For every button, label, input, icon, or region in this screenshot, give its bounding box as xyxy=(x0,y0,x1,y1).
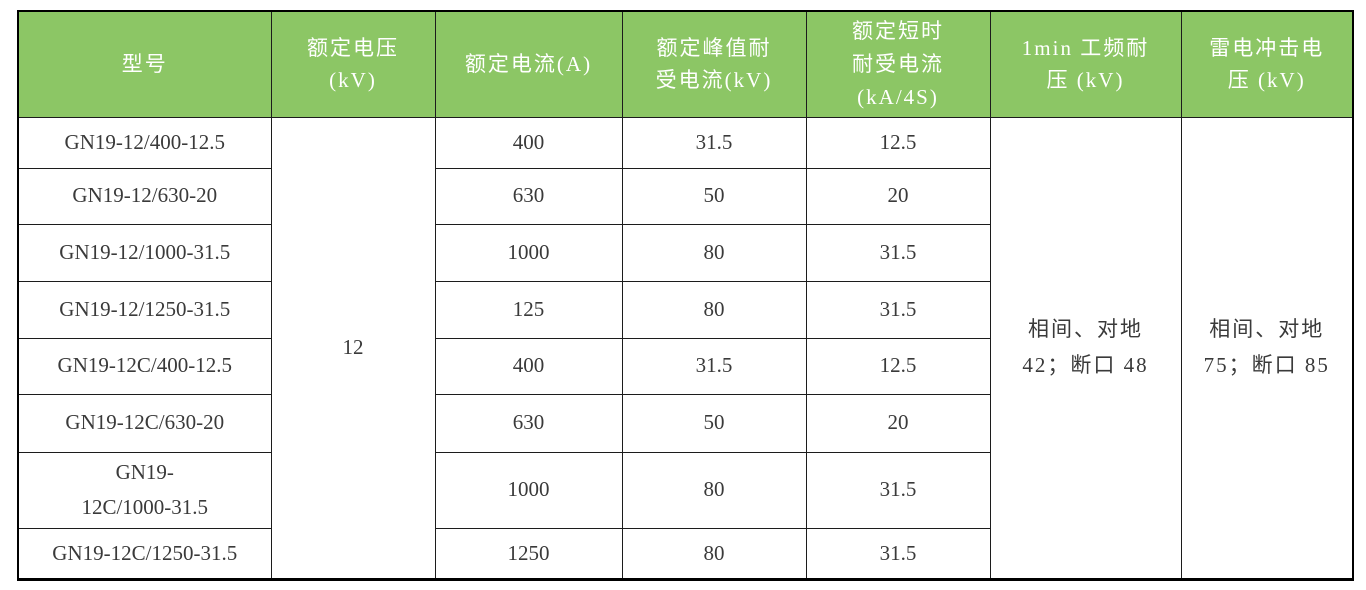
rated-current-cell: 630 xyxy=(434,167,623,225)
model-cell: GN19- 12C/1000-31.5 xyxy=(17,451,272,529)
peak-withstand-current-cell: 31.5 xyxy=(621,337,807,395)
rated-voltage-merged-cell: 12 xyxy=(270,116,436,580)
short-time-withstand-current-cell: 31.5 xyxy=(805,280,991,339)
model-cell: GN19-12C/630-20 xyxy=(17,393,272,453)
peak-withstand-current-cell: 80 xyxy=(621,527,807,580)
short-time-withstand-current-cell: 20 xyxy=(805,167,991,225)
short-time-withstand-current-cell: 31.5 xyxy=(805,223,991,282)
column-header-lightning-impulse-voltage: 雷电冲击电 压 (kV) xyxy=(1180,10,1354,118)
table-row: GN19- 12C/1000-31.5 1000 80 31.5 xyxy=(17,451,1353,529)
short-time-withstand-current-cell: 31.5 xyxy=(805,527,991,580)
short-time-withstand-current-cell: 20 xyxy=(805,393,991,453)
peak-withstand-current-cell: 80 xyxy=(621,280,807,339)
column-header-rated-voltage: 额定电压 (kV) xyxy=(270,10,436,118)
short-time-withstand-current-cell: 31.5 xyxy=(805,451,991,529)
rated-current-cell: 400 xyxy=(434,116,623,169)
rated-current-cell: 1000 xyxy=(434,451,623,529)
peak-withstand-current-cell: 80 xyxy=(621,223,807,282)
column-header-model: 型号 xyxy=(17,10,272,118)
short-time-withstand-current-cell: 12.5 xyxy=(805,116,991,169)
rated-current-cell: 400 xyxy=(434,337,623,395)
rated-current-cell: 1250 xyxy=(434,527,623,580)
table-row: GN19-12C/1250-31.5 1250 80 31.5 xyxy=(17,527,1353,580)
table-row: GN19-12C/630-20 630 50 20 xyxy=(17,393,1353,453)
model-cell: GN19-12C/400-12.5 xyxy=(17,337,272,395)
peak-withstand-current-cell: 50 xyxy=(621,393,807,453)
model-cell: GN19-12/630-20 xyxy=(17,167,272,225)
column-header-power-frequency-withstand-voltage: 1min 工频耐 压 (kV) xyxy=(989,10,1182,118)
table-row: GN19-12/1250-31.5 125 80 31.5 xyxy=(17,280,1353,339)
rated-current-cell: 125 xyxy=(434,280,623,339)
table-row: GN19-12/400-12.5 12 400 31.5 12.5 相间、对地 … xyxy=(17,116,1354,580)
rated-current-cell: 630 xyxy=(434,393,623,453)
column-header-short-time-withstand-current: 额定短时 耐受电流 (kA/4S) xyxy=(805,10,991,118)
model-cell: GN19-12C/1250-31.5 xyxy=(17,527,272,580)
table-row: GN19-12/630-20 630 50 20 xyxy=(17,167,1353,225)
peak-withstand-current-cell: 80 xyxy=(621,451,807,529)
power-frequency-withstand-voltage-merged-cell: 相间、对地 42；断口 48 xyxy=(989,116,1182,580)
short-time-withstand-current-cell: 12.5 xyxy=(805,337,991,395)
column-header-rated-current: 额定电流(A) xyxy=(434,10,623,118)
peak-withstand-current-cell: 31.5 xyxy=(621,116,807,169)
rated-current-cell: 1000 xyxy=(434,223,623,282)
model-cell: GN19-12/400-12.5 xyxy=(17,116,272,169)
model-cell: GN19-12/1000-31.5 xyxy=(17,223,272,282)
spec-table: 型号 额定电压 (kV) 额定电流(A) 额定峰值耐 受电流(kV) 额定短时 … xyxy=(17,10,1354,581)
column-header-peak-withstand-current: 额定峰值耐 受电流(kV) xyxy=(621,10,807,118)
header-row: 型号 额定电压 (kV) 额定电流(A) 额定峰值耐 受电流(kV) 额定短时 … xyxy=(17,10,1354,118)
model-cell: GN19-12/1250-31.5 xyxy=(17,280,272,339)
table-row: GN19-12/1000-31.5 1000 80 31.5 xyxy=(17,223,1353,282)
peak-withstand-current-cell: 50 xyxy=(621,167,807,225)
lightning-impulse-voltage-merged-cell: 相间、对地 75；断口 85 xyxy=(1180,116,1354,580)
